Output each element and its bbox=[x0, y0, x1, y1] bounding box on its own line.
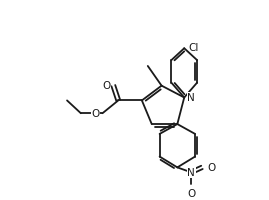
Text: O: O bbox=[91, 109, 100, 119]
Text: O: O bbox=[187, 188, 195, 198]
Text: Cl: Cl bbox=[188, 43, 199, 53]
Text: N: N bbox=[187, 93, 195, 103]
Text: N: N bbox=[187, 167, 195, 177]
Text: O: O bbox=[207, 163, 215, 173]
Text: O: O bbox=[102, 80, 110, 90]
